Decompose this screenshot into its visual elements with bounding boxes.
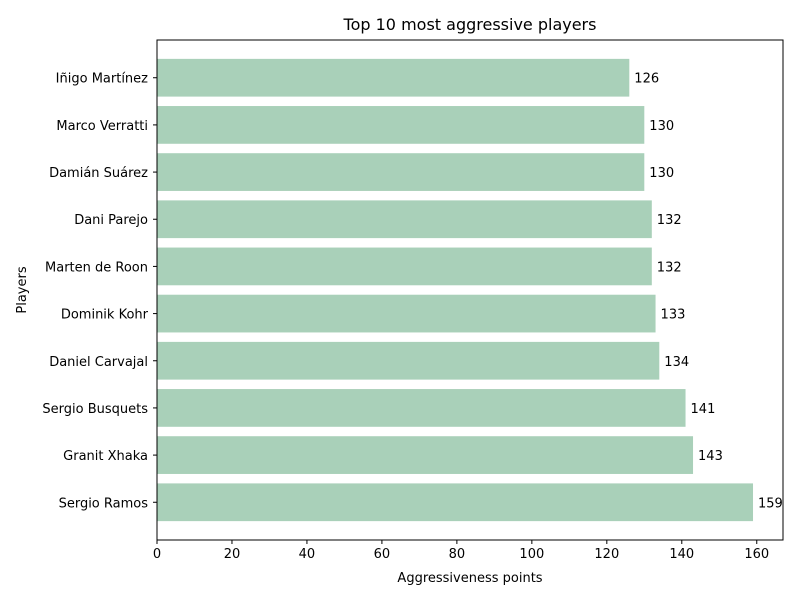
x-axis: 0 20 40 60 80 100 120 140 160 (153, 540, 769, 562)
y-tick-label: Dani Parejo (74, 213, 148, 228)
data-label: 134 (664, 355, 689, 370)
x-tick-label: 120 (594, 547, 619, 562)
y-tick-label: Marco Verratti (56, 119, 148, 134)
y-tick-label: Sergio Busquets (42, 402, 148, 417)
bar (157, 341, 660, 380)
data-label: 159 (758, 496, 783, 511)
x-tick-label: 0 (153, 547, 161, 562)
x-tick-label: 140 (669, 547, 694, 562)
x-tick-label: 100 (519, 547, 544, 562)
bar (157, 200, 652, 239)
bar (157, 389, 686, 427)
plot-area: 126 130 130 132 132 133 134 141 143 159 (157, 58, 783, 522)
bar (157, 58, 630, 97)
bar (157, 294, 656, 333)
y-axis-title: Players (15, 266, 30, 313)
x-tick-label: 40 (299, 547, 316, 562)
y-tick-label: Dominik Kohr (61, 308, 149, 323)
data-label: 133 (661, 308, 686, 323)
y-tick-label: Damián Suárez (49, 166, 148, 181)
bar (157, 106, 645, 144)
data-label: 143 (698, 449, 723, 464)
data-label: 130 (649, 119, 674, 134)
plot-frame (156, 39, 784, 541)
data-label: 132 (657, 260, 682, 275)
bar (157, 483, 754, 522)
data-label: 132 (657, 213, 682, 228)
data-label: 126 (634, 72, 659, 87)
x-tick-label: 80 (449, 547, 466, 562)
bar (157, 153, 645, 191)
y-tick-label: Daniel Carvajal (49, 355, 148, 370)
x-tick-label: 20 (224, 547, 241, 562)
y-tick-label: Iñigo Martínez (56, 72, 148, 87)
y-axis: Iñigo Martínez Marco Verratti Damián Suáre… (42, 72, 157, 511)
bar (157, 247, 652, 286)
bar (157, 436, 694, 474)
y-tick-label: Sergio Ramos (59, 496, 149, 511)
data-label: 141 (691, 402, 716, 417)
y-tick-label: Granit Xhaka (63, 449, 148, 464)
x-tick-label: 160 (744, 547, 769, 562)
x-axis-title: Aggressiveness points (397, 571, 542, 586)
x-tick-label: 60 (374, 547, 391, 562)
data-label: 130 (649, 166, 674, 181)
y-tick-label: Marten de Roon (45, 260, 148, 275)
chart-title: Top 10 most aggressive players (343, 15, 597, 34)
